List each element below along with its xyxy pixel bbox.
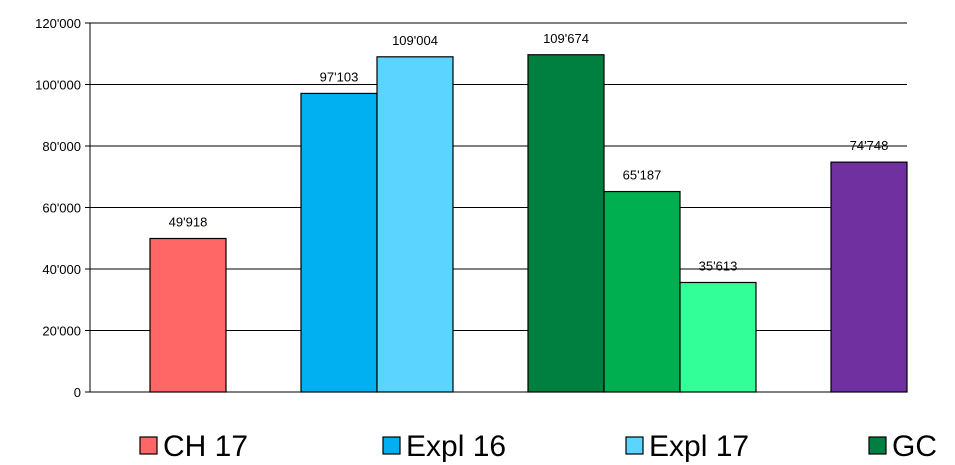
y-tick-label: 100'000 xyxy=(35,78,81,93)
bar xyxy=(830,161,908,393)
y-tick-label: 40'000 xyxy=(42,262,81,277)
legend-swatch xyxy=(868,436,887,455)
bar xyxy=(376,56,454,393)
data-label: 49'918 xyxy=(169,215,208,230)
legend-label: CH 17 xyxy=(163,430,248,463)
y-tick-label: 60'000 xyxy=(42,201,81,216)
legend-swatch xyxy=(139,436,158,455)
bar xyxy=(679,281,757,393)
data-labels: 49'918 97'103 109'004 109'674 65'187 35'613 74… xyxy=(169,31,889,274)
data-label: 35'613 xyxy=(699,258,738,273)
legend-swatch xyxy=(625,436,644,455)
data-label: 97'103 xyxy=(320,69,359,84)
y-tick-label: 120'000 xyxy=(35,16,81,31)
bar xyxy=(603,190,681,393)
bar xyxy=(300,92,378,393)
bar xyxy=(527,54,605,393)
data-label: 74'748 xyxy=(850,138,889,153)
legend-label: GC xyxy=(892,430,937,463)
legend-label: Expl 17 xyxy=(649,430,749,463)
bars xyxy=(149,54,908,393)
y-tick-label: 80'000 xyxy=(42,139,81,154)
legend: CH 17 Expl 16 Expl 17 GC xyxy=(139,430,937,463)
y-axis: 0 20'000 40'000 60'000 80'000 100'000 120'000 xyxy=(35,16,907,400)
y-tick-label: 20'000 xyxy=(42,324,81,339)
data-label: 65'187 xyxy=(623,168,662,183)
y-tick-label: 0 xyxy=(74,385,81,400)
data-label: 109'004 xyxy=(392,33,438,48)
legend-swatch xyxy=(382,436,401,455)
legend-label: Expl 16 xyxy=(406,430,506,463)
data-label: 109'674 xyxy=(543,31,589,46)
bar xyxy=(149,237,227,393)
